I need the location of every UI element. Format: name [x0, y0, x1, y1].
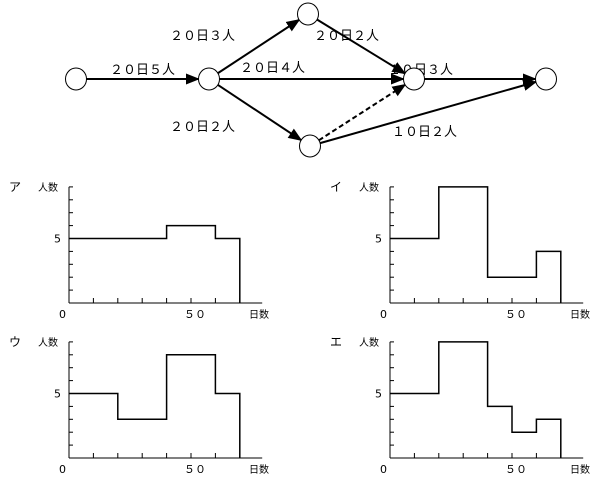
- dummy-activity-arrow: [318, 83, 407, 142]
- activity-label: ２０日２人: [314, 29, 379, 44]
- activity-arrow: [217, 18, 301, 75]
- x-tick-label: 0: [59, 308, 66, 321]
- y-axis-label: 人数: [359, 181, 379, 194]
- event-node: [65, 67, 87, 91]
- chart-4: エ 人数 5 0 ５０ 日数: [330, 335, 590, 476]
- x-axis-label: 日数: [249, 463, 269, 476]
- chart-2: イ 人数 5 0 ５０ 日数: [330, 180, 590, 321]
- staffing-step-line: [69, 224, 241, 303]
- x-tick-label: 0: [380, 308, 387, 321]
- x-tick-label: ５０: [184, 308, 206, 321]
- staffing-step-line: [69, 354, 241, 458]
- chart-option-label: イ: [330, 180, 342, 194]
- event-node: [297, 2, 319, 26]
- activity-label: ２０日３人: [170, 29, 235, 44]
- staffing-step-line: [390, 186, 562, 303]
- chart-option-label: ウ: [9, 335, 21, 349]
- event-node: [299, 134, 321, 158]
- x-tick-label: 0: [380, 463, 387, 476]
- chart-option-label: エ: [330, 335, 342, 349]
- activity-label: １０日２人: [392, 125, 457, 140]
- x-axis-label: 日数: [570, 308, 590, 321]
- activity-arrow: [319, 79, 538, 145]
- charts: ア人数50 ５０ 日数イ 人数50 ５０ 日数ウ 人数50 ５０ 日数エ 人数50 ５０ 日数: [9, 180, 590, 476]
- arrow-diagram: ２０日５人２０日３人２０日２人２０日４人１０日３人２０日２人１０日２人: [65, 2, 557, 158]
- activity-arrow: [217, 83, 303, 142]
- staffing-step-line: [390, 341, 562, 458]
- x-tick-label: ５０: [505, 463, 527, 476]
- y-axis-label: 人数: [359, 336, 379, 349]
- event-node: [403, 67, 425, 91]
- activity-label: ２０日４人: [240, 61, 305, 76]
- y-axis-label: 人数: [38, 336, 58, 349]
- x-tick-label: ５０: [184, 463, 206, 476]
- x-axis-label: 日数: [570, 463, 590, 476]
- chart-1: ア 人数 5 0 ５０ 日数: [9, 180, 269, 321]
- y-axis-label: 人数: [38, 181, 58, 194]
- event-node: [535, 67, 557, 91]
- x-axis-label: 日数: [249, 308, 269, 321]
- y-tick-label: 5: [375, 388, 382, 401]
- event-node: [198, 67, 220, 91]
- activity-label: ２０日２人: [170, 120, 235, 135]
- chart-3: ウ 人数 5 0 ５０ 日数: [9, 335, 269, 476]
- y-tick-label: 5: [375, 233, 382, 246]
- x-tick-label: ５０: [505, 308, 527, 321]
- y-tick-label: 5: [54, 233, 61, 246]
- chart-option-label: ア: [9, 180, 21, 194]
- activity-label: ２０日５人: [110, 63, 175, 78]
- y-tick-label: 5: [54, 388, 61, 401]
- activity-arrow: [316, 18, 407, 75]
- x-tick-label: 0: [59, 463, 66, 476]
